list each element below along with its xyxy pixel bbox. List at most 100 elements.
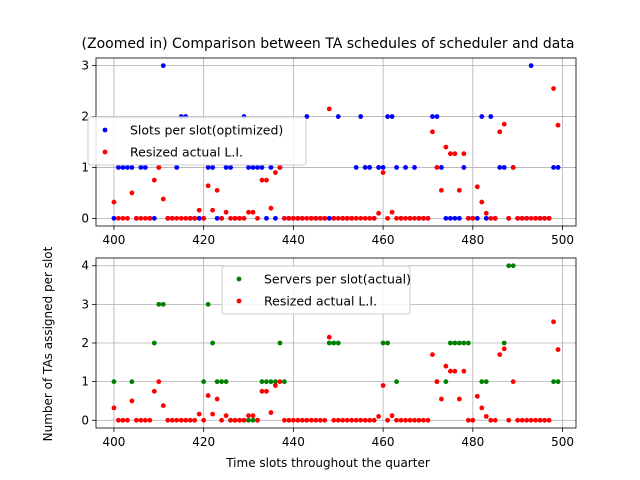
data-point <box>268 165 274 170</box>
data-point <box>273 170 278 175</box>
data-point <box>192 215 198 221</box>
data-point <box>421 215 426 221</box>
data-point <box>196 215 202 221</box>
data-point <box>241 417 247 423</box>
data-point <box>273 215 278 221</box>
data-point <box>142 417 148 423</box>
data-point <box>465 215 471 221</box>
data-point <box>219 417 225 423</box>
legend-label: Servers per slot(actual) <box>264 272 411 287</box>
data-point <box>349 215 355 221</box>
legend-marker <box>102 149 108 155</box>
data-point <box>286 417 292 423</box>
x-tick-label: 460 <box>372 435 395 449</box>
data-point <box>447 215 453 221</box>
legend-marker <box>236 276 242 282</box>
data-point <box>169 215 175 221</box>
x-axis-label: Time slots throughout the quarter <box>225 456 430 470</box>
data-point <box>264 177 269 183</box>
data-point <box>111 199 117 205</box>
data-point <box>264 379 269 385</box>
data-point <box>349 417 355 423</box>
data-point <box>430 114 435 119</box>
data-point <box>111 405 117 411</box>
data-point <box>308 215 314 221</box>
data-point <box>326 334 332 340</box>
data-point <box>277 340 283 346</box>
y-tick-label: 1 <box>81 375 89 389</box>
data-point <box>178 215 184 221</box>
data-point <box>290 417 296 423</box>
data-point <box>421 417 426 423</box>
data-point <box>443 363 449 369</box>
data-point <box>506 215 512 221</box>
data-point <box>125 215 130 221</box>
data-point <box>474 184 480 190</box>
data-point <box>335 417 341 423</box>
data-point <box>461 368 467 374</box>
data-point <box>434 114 440 119</box>
data-point <box>259 388 265 394</box>
data-point <box>223 413 229 419</box>
data-point <box>394 379 399 385</box>
data-point <box>479 405 485 411</box>
data-point <box>277 379 283 385</box>
data-point <box>506 417 512 423</box>
data-point <box>555 379 561 385</box>
series-1 <box>111 86 561 221</box>
data-point <box>255 165 260 170</box>
data-point <box>331 417 337 423</box>
x-tick-label: 440 <box>282 435 305 449</box>
data-point <box>165 417 171 423</box>
series-1 <box>111 319 561 423</box>
data-point <box>506 263 512 269</box>
x-tick-label: 480 <box>461 233 484 247</box>
data-point <box>362 215 368 221</box>
data-point <box>461 165 467 170</box>
data-point <box>223 379 229 385</box>
data-point <box>317 215 323 221</box>
data-point <box>340 215 346 221</box>
data-point <box>353 165 359 170</box>
data-point <box>389 413 395 419</box>
data-point <box>439 187 444 193</box>
data-point <box>362 165 368 170</box>
data-point <box>394 165 399 170</box>
data-point <box>344 215 350 221</box>
data-point <box>510 263 516 269</box>
data-point <box>416 215 422 221</box>
y-tick-label: 0 <box>81 211 89 225</box>
data-point <box>385 215 390 221</box>
data-point <box>331 215 337 221</box>
data-point <box>385 340 390 346</box>
data-point <box>174 215 180 221</box>
data-point <box>129 379 135 385</box>
data-point <box>537 215 543 221</box>
data-point <box>456 187 462 193</box>
data-point <box>313 417 319 423</box>
data-point <box>268 205 274 211</box>
data-point <box>308 417 314 423</box>
data-point <box>322 215 328 221</box>
data-point <box>268 410 274 415</box>
data-point <box>394 215 399 221</box>
data-point <box>223 209 229 215</box>
data-point <box>340 417 346 423</box>
x-tick-label: 400 <box>102 233 125 247</box>
legend-box <box>221 265 411 315</box>
data-point <box>416 417 422 423</box>
data-point <box>138 165 144 170</box>
data-point <box>380 383 386 388</box>
data-point <box>133 215 139 221</box>
data-point <box>358 215 364 221</box>
legend-label: Resized actual L.I. <box>264 294 377 309</box>
y-tick-label: 3 <box>81 297 89 311</box>
x-tick-label: 500 <box>551 435 574 449</box>
y-tick-label: 3 <box>81 59 89 73</box>
data-point <box>142 215 148 221</box>
data-point <box>546 215 552 221</box>
y-axis-label: Number of TAs assigned per slot <box>41 246 55 441</box>
data-point <box>326 340 332 346</box>
data-point <box>551 319 556 325</box>
data-point <box>232 417 238 423</box>
